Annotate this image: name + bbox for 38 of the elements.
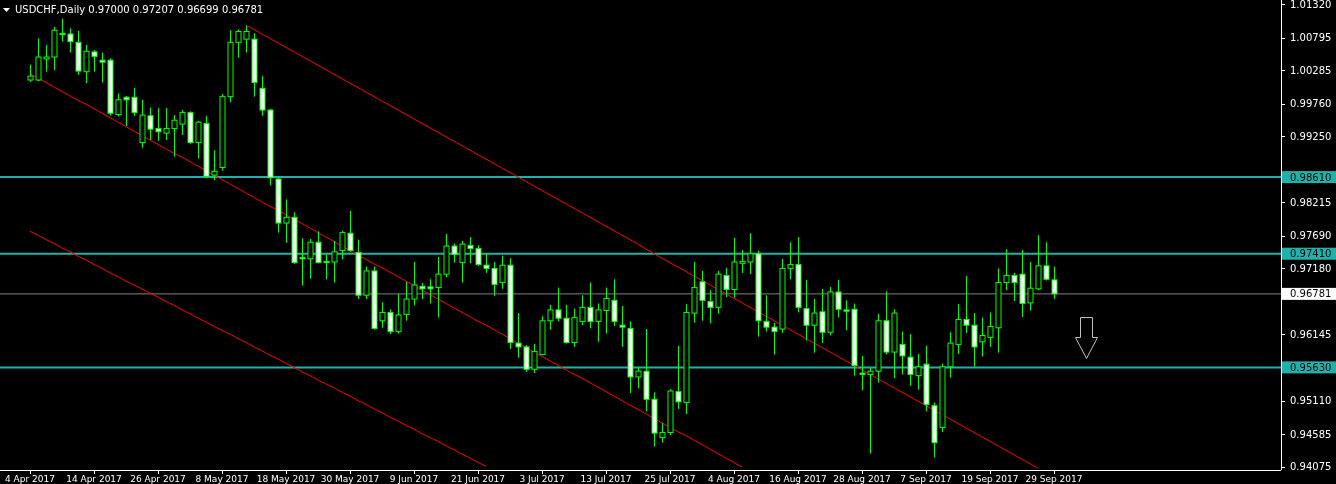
y-tick-label: 1.00285 (1290, 64, 1332, 76)
x-tick-label: 29 Sep 2017 (1025, 474, 1083, 484)
line-series (29, 230, 487, 467)
x-tick-label: 3 Jul 2017 (519, 474, 565, 484)
x-tick-label: 4 Aug 2017 (708, 474, 760, 484)
x-tick-label: 13 Jul 2017 (580, 474, 632, 484)
y-tick-label: 0.97690 (1290, 230, 1332, 242)
y-tick-label: 0.95110 (1290, 395, 1332, 407)
x-tick-label: 21 Jun 2017 (450, 474, 506, 484)
y-tick-label: 1.01320 (1290, 0, 1332, 10)
y-tick-label: 1.00795 (1290, 32, 1332, 44)
x-tick-label: 28 Aug 2017 (833, 474, 891, 484)
y-tick-label: 0.96145 (1290, 328, 1332, 340)
x-tick-label: 4 Apr 2017 (5, 474, 55, 484)
y-tick-label: 0.97180 (1290, 262, 1332, 274)
candlestick (619, 305, 626, 348)
y-tick-label: 0.94075 (1290, 461, 1332, 473)
ref-line-label: 0.95630 (1290, 361, 1332, 373)
chart-title: USDCHF,Daily 0.97000 0.97207 0.96699 0.96781 (15, 4, 264, 15)
ref-line-label: 0.98610 (1290, 171, 1332, 183)
line-series (245, 24, 1039, 469)
y-tick-label: 0.94585 (1290, 428, 1332, 440)
ref-line-label: 0.97410 (1290, 248, 1332, 260)
x-tick-label: 19 Sep 2017 (961, 474, 1019, 484)
x-tick-label: 25 Jul 2017 (644, 474, 696, 484)
x-tick-label: 7 Sep 2017 (900, 474, 952, 484)
x-tick-label: 30 May 2017 (320, 474, 380, 484)
x-tick-label: 16 Aug 2017 (769, 474, 827, 484)
x-tick-label: 9 Jun 2017 (389, 474, 439, 484)
x-tick-label: 26 Apr 2017 (130, 474, 186, 484)
x-tick-label: 14 Apr 2017 (66, 474, 122, 484)
y-tick-label: 0.99250 (1290, 130, 1332, 142)
x-tick-label: 18 May 2017 (256, 474, 316, 484)
ref-line-label: 0.96781 (1290, 288, 1332, 300)
x-tick-label: 8 May 2017 (195, 474, 249, 484)
y-tick-label: 0.98215 (1290, 196, 1332, 208)
line-series (29, 73, 743, 468)
y-tick-label: 0.99760 (1290, 98, 1332, 110)
